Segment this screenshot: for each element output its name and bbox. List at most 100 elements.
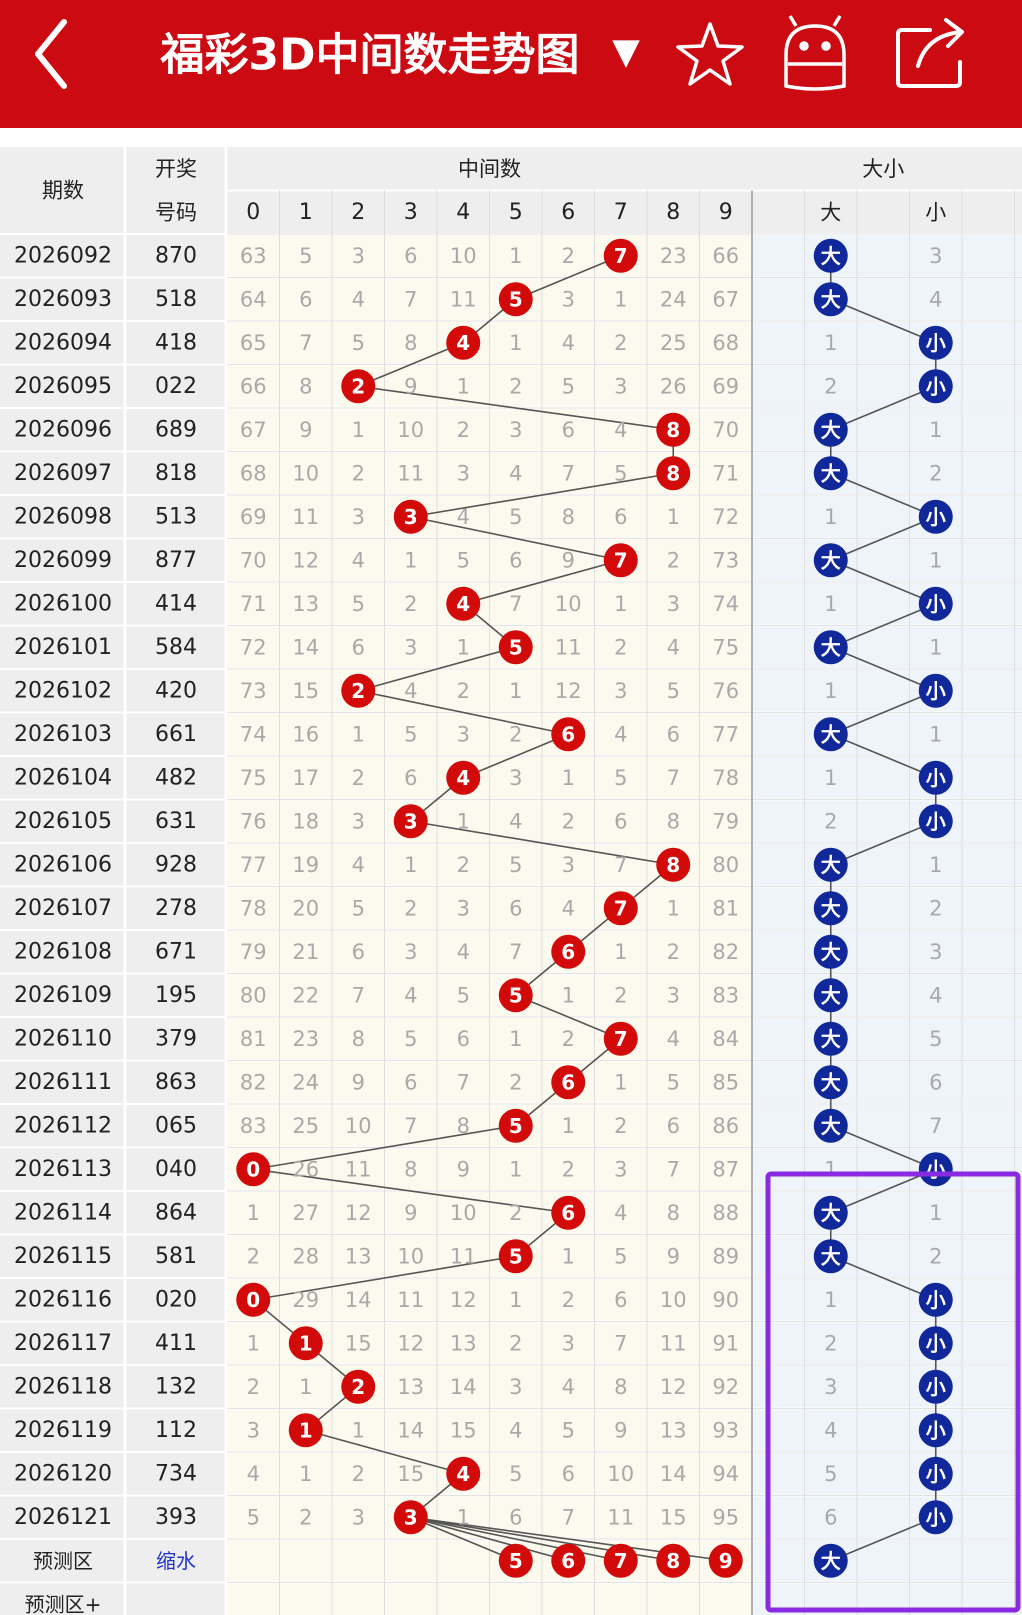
- miss-count: 85: [712, 1070, 739, 1094]
- miss-count: 4: [562, 1375, 575, 1399]
- miss-count: 2: [614, 331, 627, 355]
- draw-number: 379: [155, 1026, 197, 1051]
- miss-count: 7: [404, 1114, 417, 1138]
- header-digit: 0: [246, 200, 260, 225]
- miss-count: 11: [660, 1331, 687, 1355]
- miss-count: 81: [712, 896, 739, 920]
- miss-count: 26: [292, 1157, 319, 1181]
- trend-line: [830, 1255, 937, 1301]
- hit-ball: [341, 369, 376, 404]
- size-pick: 大: [821, 1549, 841, 1573]
- header-digit: 2: [351, 200, 365, 225]
- miss-count: 5: [299, 244, 312, 268]
- size-miss: 2: [824, 809, 837, 833]
- miss-count: 10: [292, 461, 319, 485]
- miss-count: 75: [712, 635, 739, 659]
- share-button[interactable]: [896, 18, 964, 88]
- size-ball: [813, 282, 848, 317]
- miss-count: 23: [292, 1027, 319, 1051]
- hit-digit: 2: [351, 1375, 365, 1399]
- robot-button[interactable]: [784, 15, 846, 91]
- header-number: 号码: [155, 200, 197, 224]
- hit-digit: 6: [561, 940, 575, 964]
- miss-count: 94: [712, 1462, 739, 1486]
- size-hit: 小: [926, 505, 946, 529]
- size-ball: [918, 1282, 953, 1317]
- miss-count: 27: [292, 1201, 319, 1225]
- hit-ball: [603, 543, 638, 578]
- size-hit: 小: [926, 331, 946, 355]
- miss-count: 2: [299, 1505, 312, 1529]
- hit-digit: 4: [456, 592, 470, 616]
- miss-count: 72: [712, 505, 739, 529]
- miss-count: 68: [240, 461, 267, 485]
- miss-count: 4: [457, 940, 470, 964]
- pick-ball: [603, 1543, 638, 1578]
- favorite-button[interactable]: [676, 22, 744, 86]
- miss-count: 1: [614, 592, 627, 616]
- shrink-link[interactable]: 缩水: [156, 1549, 196, 1573]
- size-ball: [813, 934, 848, 969]
- draw-number: 863: [155, 1070, 197, 1095]
- pick-digit: 5: [509, 1549, 523, 1573]
- miss-count: 2: [509, 722, 522, 746]
- hit-digit: 7: [614, 896, 628, 920]
- miss-count: 12: [555, 679, 582, 703]
- size-miss: 1: [824, 679, 837, 703]
- miss-count: 83: [240, 1114, 267, 1138]
- size-miss: 1: [929, 1201, 942, 1225]
- hit-ball: [236, 1152, 271, 1187]
- page-title[interactable]: 福彩3D中间数走势图: [159, 30, 579, 81]
- size-hit: 大: [821, 722, 841, 746]
- size-hit: 小: [926, 766, 946, 790]
- trend-line: [830, 646, 937, 692]
- hit-ball: [393, 1500, 428, 1535]
- miss-count: 3: [509, 766, 522, 790]
- period: 2026117: [14, 1331, 112, 1356]
- miss-count: 64: [240, 287, 267, 311]
- miss-count: 89: [712, 1244, 739, 1268]
- back-button[interactable]: [35, 19, 67, 89]
- miss-count: 1: [457, 635, 470, 659]
- draw-number: 112: [155, 1418, 197, 1443]
- miss-count: 1: [352, 722, 365, 746]
- miss-count: 2: [247, 1244, 260, 1268]
- miss-count: 5: [562, 1418, 575, 1442]
- miss-count: 4: [614, 418, 627, 442]
- draw-number: 734: [155, 1461, 197, 1486]
- miss-count: 2: [352, 1462, 365, 1486]
- miss-count: 2: [352, 461, 365, 485]
- miss-count: 2: [509, 1201, 522, 1225]
- size-ball: [813, 1108, 848, 1143]
- size-miss: 6: [824, 1505, 837, 1529]
- period: 2026108: [14, 939, 112, 964]
- size-miss: 4: [929, 287, 942, 311]
- dropdown-arrow[interactable]: ▼: [612, 32, 640, 73]
- miss-count: 66: [712, 244, 739, 268]
- size-miss: 1: [824, 1288, 837, 1312]
- miss-count: 11: [450, 287, 477, 311]
- miss-count: 5: [509, 505, 522, 529]
- miss-count: 3: [509, 1375, 522, 1399]
- draw-number: 418: [155, 330, 197, 355]
- hit-digit: 4: [456, 1462, 470, 1486]
- miss-count: 3: [247, 1418, 260, 1442]
- miss-count: 6: [509, 548, 522, 572]
- hit-ball: [656, 456, 691, 491]
- draw-number: 928: [155, 852, 197, 877]
- hit-digit: 8: [666, 853, 680, 877]
- draw-number: 040: [155, 1157, 197, 1182]
- miss-count: 8: [404, 1157, 417, 1181]
- miss-count: 10: [345, 1114, 372, 1138]
- size-hit: 小: [926, 1288, 946, 1312]
- size-miss: 4: [824, 1418, 837, 1442]
- miss-count: 1: [667, 896, 680, 920]
- miss-count: 9: [299, 418, 312, 442]
- hit-digit: 6: [561, 722, 575, 746]
- miss-count: 10: [660, 1288, 687, 1312]
- size-miss: 7: [929, 1114, 942, 1138]
- size-hit: 大: [821, 853, 841, 877]
- miss-count: 6: [667, 1114, 680, 1138]
- period: 2026101: [14, 635, 112, 660]
